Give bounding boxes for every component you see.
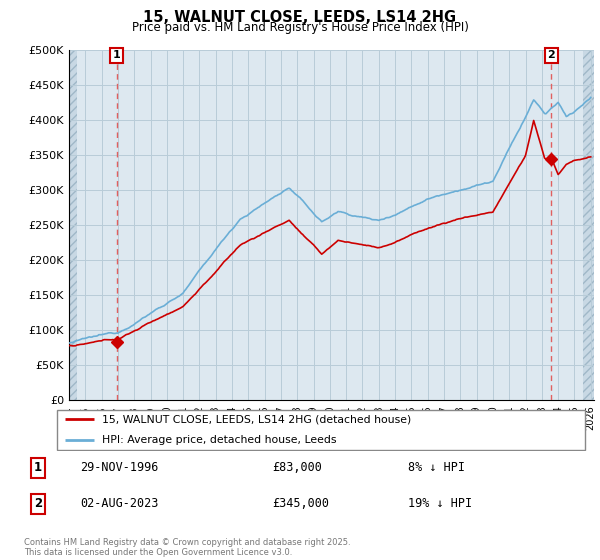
Text: 1: 1 [113,50,121,60]
Text: 8% ↓ HPI: 8% ↓ HPI [407,461,464,474]
Text: 19% ↓ HPI: 19% ↓ HPI [407,497,472,510]
Text: 2: 2 [34,497,42,510]
Text: 02-AUG-2023: 02-AUG-2023 [80,497,159,510]
Bar [583,50,594,400]
Text: £345,000: £345,000 [272,497,329,510]
FancyBboxPatch shape [56,410,586,450]
Text: 29-NOV-1996: 29-NOV-1996 [80,461,159,474]
Text: 15, WALNUT CLOSE, LEEDS, LS14 2HG: 15, WALNUT CLOSE, LEEDS, LS14 2HG [143,10,457,25]
Text: £83,000: £83,000 [272,461,322,474]
Text: 15, WALNUT CLOSE, LEEDS, LS14 2HG (detached house): 15, WALNUT CLOSE, LEEDS, LS14 2HG (detac… [102,414,412,424]
Bar [69,50,77,400]
Text: 1: 1 [34,461,42,474]
Text: 2: 2 [547,50,555,60]
Text: Contains HM Land Registry data © Crown copyright and database right 2025.
This d: Contains HM Land Registry data © Crown c… [24,538,350,557]
Text: Price paid vs. HM Land Registry's House Price Index (HPI): Price paid vs. HM Land Registry's House … [131,21,469,34]
Text: HPI: Average price, detached house, Leeds: HPI: Average price, detached house, Leed… [102,435,337,445]
